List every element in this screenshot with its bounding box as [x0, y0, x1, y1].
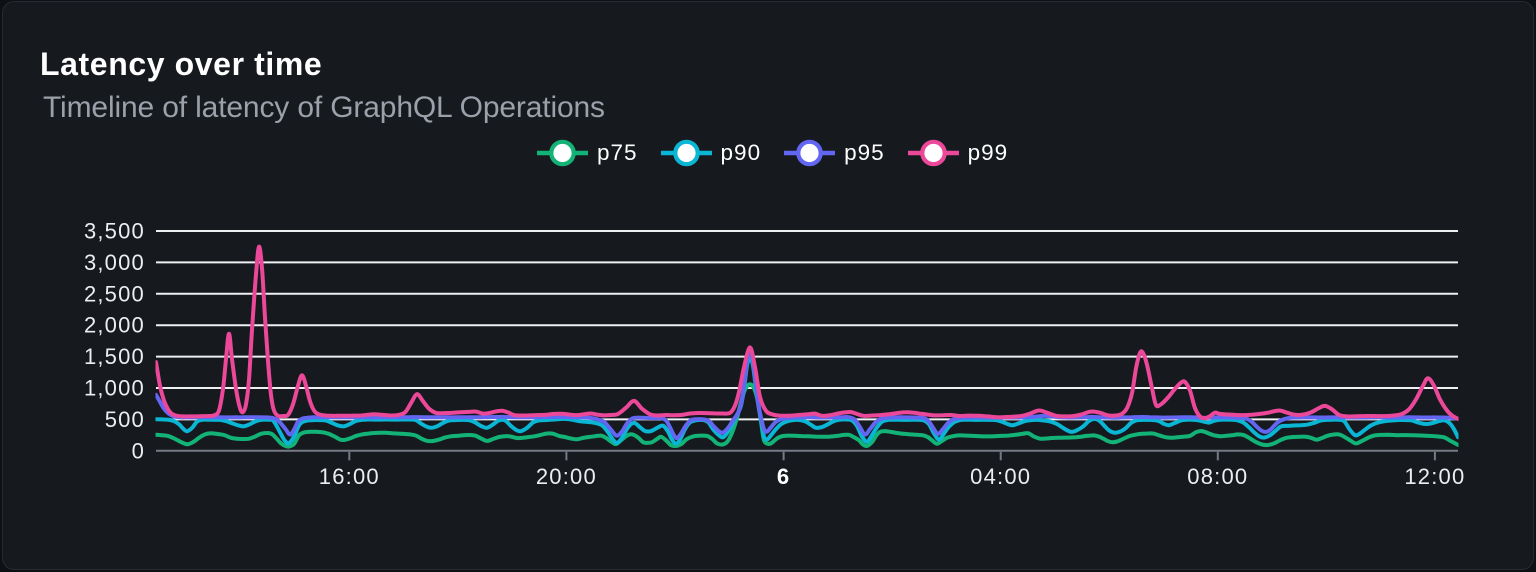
- svg-text:3,000: 3,000: [84, 250, 145, 275]
- svg-text:08:00: 08:00: [1187, 464, 1248, 489]
- svg-text:2,000: 2,000: [84, 313, 145, 338]
- svg-text:04:00: 04:00: [970, 464, 1031, 489]
- svg-text:0: 0: [132, 438, 145, 463]
- svg-text:20:00: 20:00: [536, 464, 597, 489]
- svg-text:16:00: 16:00: [319, 464, 380, 489]
- svg-text:6: 6: [777, 464, 790, 489]
- svg-text:2,500: 2,500: [84, 281, 145, 306]
- svg-text:1,000: 1,000: [84, 376, 145, 401]
- svg-text:3,500: 3,500: [84, 219, 145, 244]
- svg-text:1,500: 1,500: [84, 344, 145, 369]
- svg-text:500: 500: [105, 407, 145, 432]
- svg-text:12:00: 12:00: [1404, 464, 1465, 489]
